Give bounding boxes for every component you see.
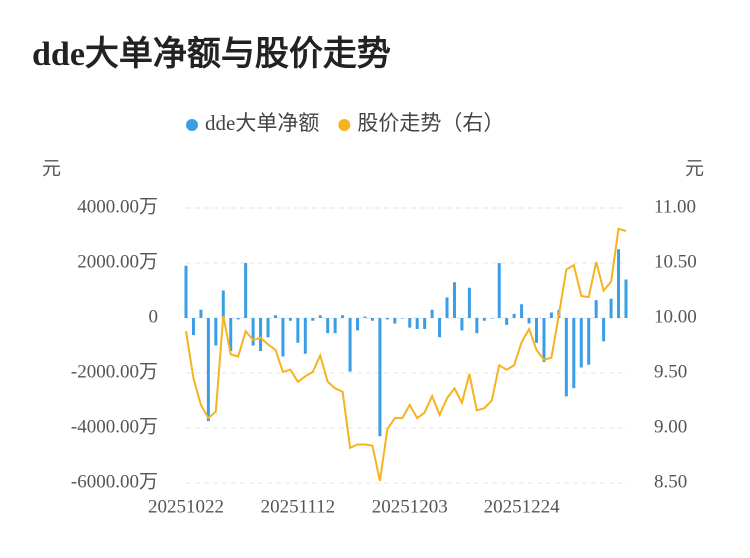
legend-marker [338,119,351,131]
bar [475,318,479,334]
x-tick-label: 20251203 [372,496,448,517]
bar [438,318,442,338]
bar [415,318,419,329]
bar [520,304,524,318]
x-tick-label: 20251022 [148,496,224,517]
y2-axis-label: 元 [685,158,704,179]
bar [296,318,300,343]
bar [266,318,270,338]
bar [423,318,427,329]
y-tick-label: -6000.00万 [71,471,158,492]
bar [303,318,307,354]
chart-title: dde大单净额与股价走势 [32,35,391,73]
y-axis-label: 元 [42,158,61,179]
bar [430,309,434,318]
y-tick-label: 0 [149,306,159,327]
bar [587,318,591,365]
y-tick-label: 2000.00万 [77,251,158,272]
bar [184,265,188,318]
y-tick-label: 4000.00万 [77,196,158,217]
y-tick-label: -2000.00万 [71,361,158,382]
bar [251,318,255,346]
bar [535,318,539,343]
bar [191,318,195,336]
y2-tick-label: 9.00 [654,416,687,437]
bar [356,318,360,331]
y2-tick-label: 8.50 [654,471,687,492]
bar [259,318,263,351]
bar [341,315,345,318]
bar [236,318,240,320]
bar [221,290,225,318]
bar [400,318,404,319]
y2-tick-label: 11.00 [654,196,696,217]
bar [318,315,322,318]
bar [497,263,501,318]
bar [229,318,233,351]
y2-tick-label: 10.50 [654,251,697,272]
bar [445,297,449,318]
bar [594,300,598,318]
bar [326,318,330,334]
bar [408,318,412,328]
bar [609,298,613,318]
bar [467,287,471,318]
bar [199,309,203,318]
bar [602,318,606,342]
bar [273,315,277,318]
bar [482,318,486,321]
bar [564,318,568,397]
bar [542,318,546,362]
bar [348,318,352,372]
bar [311,318,315,321]
bar [370,318,374,321]
legend-label: 股价走势（右） [357,111,504,135]
price-line [185,227,627,482]
bar [385,318,389,320]
bar [378,318,382,437]
bar [572,318,576,389]
bar [206,318,210,422]
y-tick-label: -4000.00万 [71,416,158,437]
bar [624,279,628,318]
bar [527,318,531,324]
bar [393,318,397,324]
bar [490,318,494,319]
bar [281,318,285,357]
bar [505,318,509,325]
bar [244,263,248,318]
bar [579,318,583,368]
bar [512,313,516,318]
bar [452,282,456,318]
bar [288,318,292,321]
bar [549,312,553,318]
x-tick-label: 20251224 [484,496,561,517]
bar [333,318,337,334]
x-tick-label: 20251112 [261,496,336,517]
bar [214,318,218,346]
y2-tick-label: 9.50 [654,361,687,382]
legend-label: dde大单净额 [205,111,319,135]
bar [363,316,367,318]
y2-tick-label: 10.00 [654,306,697,327]
bar [460,318,464,331]
bar [617,249,621,318]
legend-marker [186,119,198,131]
